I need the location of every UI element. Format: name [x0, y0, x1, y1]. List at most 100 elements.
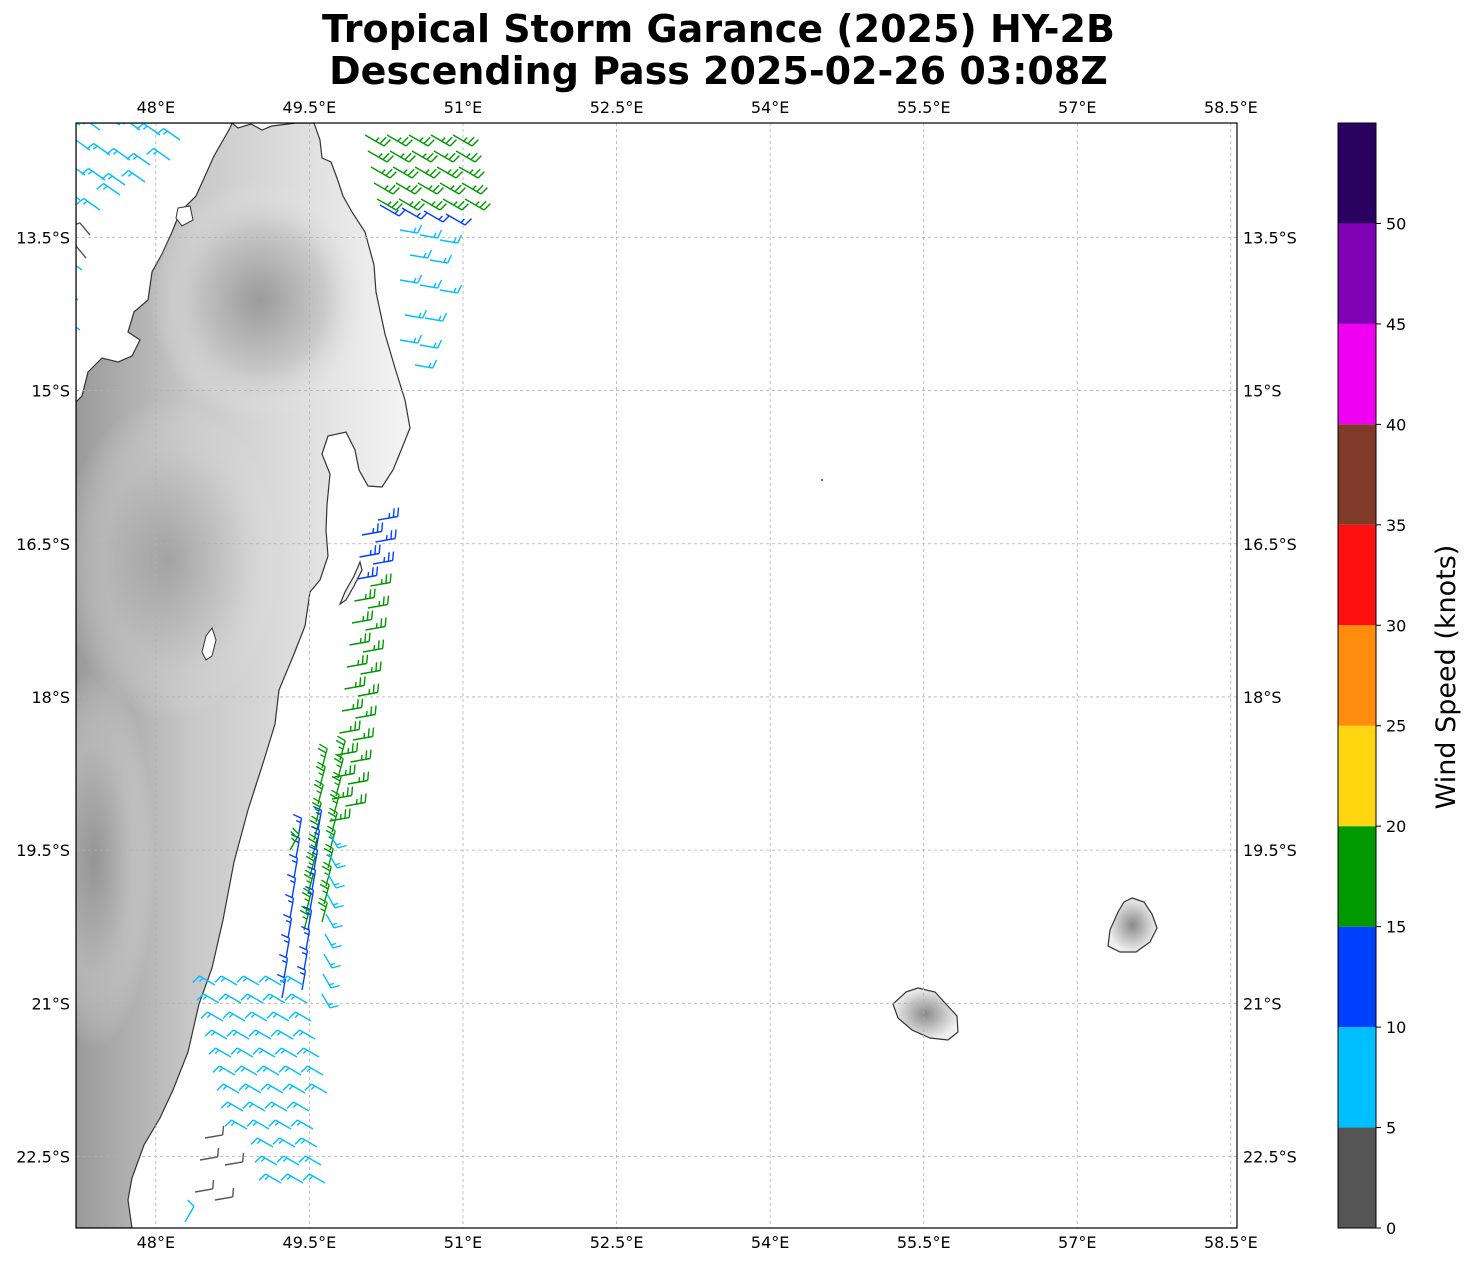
wind-barb — [455, 150, 482, 163]
lon-label-bottom: 55.5°E — [897, 1233, 951, 1252]
lat-label-right: 15°S — [1243, 382, 1282, 401]
wind-barb — [401, 207, 428, 220]
wind-barb — [424, 312, 448, 322]
wind-barb — [254, 1155, 278, 1166]
colorbar-bin — [1338, 725, 1376, 827]
wind-barb — [331, 786, 354, 800]
wind-barb — [76, 245, 87, 259]
wind-barb — [442, 198, 469, 211]
wind-barb — [305, 851, 316, 877]
wind-barb — [458, 166, 485, 179]
lat-label-right: 18°S — [1243, 688, 1282, 707]
axis-labels: 48°E 48°E 49.5°E 49.5°E 51°E 51°E 52.5°E 52.5°E… — [16, 98, 1297, 1252]
wind-barb — [423, 210, 450, 223]
wind-barb — [392, 166, 419, 179]
wind-barb — [287, 873, 297, 899]
lon-label-top: 57°E — [1058, 98, 1096, 117]
wind-barb — [352, 727, 375, 741]
lon-label-bottom: 54°E — [751, 1233, 789, 1252]
wind-barb — [305, 885, 315, 911]
wind-barb — [409, 249, 433, 259]
lon-label-top: 48°E — [137, 98, 175, 117]
wind-barb — [464, 198, 491, 211]
wind-barb — [121, 169, 146, 183]
wind-barb — [298, 1155, 322, 1166]
wind-barb — [370, 573, 392, 587]
wind-barb — [264, 1101, 288, 1112]
lon-label-bottom: 52.5°E — [590, 1233, 644, 1252]
wind-barb — [212, 1065, 236, 1076]
wind-barbs — [76, 123, 491, 1223]
wind-barb — [76, 196, 81, 201]
wind-barb — [429, 254, 453, 264]
wind-barb — [461, 182, 488, 195]
wind-barb — [218, 993, 242, 1004]
colorbar-bin — [1338, 323, 1376, 425]
wind-barb — [270, 1029, 294, 1040]
wind-barb — [375, 529, 397, 543]
wind-barb — [216, 1083, 240, 1094]
wind-barb — [336, 742, 359, 756]
wind-barb — [439, 234, 463, 244]
wind-barb — [417, 182, 444, 195]
wind-barb — [214, 975, 238, 986]
wind-barb — [238, 1083, 262, 1094]
wind-barb — [292, 1029, 316, 1040]
wind-barb — [268, 1119, 292, 1130]
wind-barb — [242, 1101, 266, 1112]
wind-barb — [317, 743, 328, 769]
wind-barb — [419, 339, 443, 349]
wind-barb — [272, 1137, 296, 1148]
wind-barb — [334, 764, 356, 778]
lon-label-bottom: 49.5°E — [283, 1233, 337, 1252]
wind-barb — [299, 905, 310, 931]
wind-barb — [256, 1065, 280, 1076]
wind-barb — [224, 1152, 245, 1166]
highland-shading-north — [150, 180, 370, 420]
wind-barb — [281, 933, 291, 959]
wind-barb — [226, 1029, 250, 1040]
wind-barb — [301, 925, 311, 951]
wind-barb — [289, 853, 299, 879]
map-area — [76, 123, 1237, 1228]
wind-barb — [246, 1119, 270, 1130]
wind-barb — [222, 1011, 246, 1022]
wind-barb — [329, 789, 340, 815]
wind-barb — [331, 771, 342, 797]
wind-barb — [399, 274, 423, 284]
wind-barb — [280, 975, 304, 986]
wind-barb — [252, 1047, 276, 1058]
wind-barb — [224, 1119, 248, 1130]
colorbar-tick-label: 45 — [1386, 315, 1406, 334]
wind-barb — [439, 182, 466, 195]
wind-barb — [240, 993, 264, 1004]
wind-barb — [386, 134, 413, 147]
gridlines — [76, 123, 1237, 1228]
wind-barb — [346, 654, 369, 668]
wind-barb — [317, 897, 328, 923]
wind-barb — [285, 893, 295, 919]
wind-barb — [311, 825, 321, 851]
wind-barb — [315, 761, 326, 787]
wind-barb — [399, 334, 423, 344]
colorbar: 0 5 10 15 20 25 30 35 40 45 50 — [1337, 122, 1406, 1238]
wind-barb — [236, 975, 260, 986]
colorbar-bin — [1338, 625, 1376, 726]
wind-barb — [309, 815, 320, 841]
wind-barb — [286, 1101, 310, 1112]
wind-barb — [419, 279, 443, 289]
colorbar-tick-label: 15 — [1386, 918, 1406, 937]
colorbar-tick-label: 20 — [1386, 817, 1406, 836]
wind-barb — [266, 1011, 290, 1022]
wind-barb — [290, 1119, 314, 1130]
wind-barb — [360, 661, 382, 675]
wind-barb — [303, 905, 313, 931]
wind-barb — [323, 953, 341, 969]
wind-barb — [244, 1011, 268, 1022]
lake-alaotra — [201, 626, 217, 661]
colorbar-tick-label: 10 — [1386, 1018, 1406, 1037]
lon-label-top: 51°E — [444, 98, 482, 117]
colorbar-tick-label: 40 — [1386, 415, 1406, 434]
wind-barb — [296, 1047, 320, 1058]
